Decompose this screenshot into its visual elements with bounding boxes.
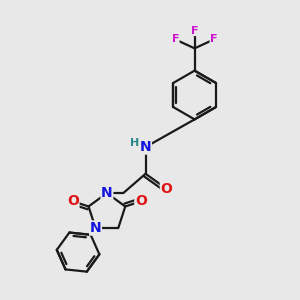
Text: N: N xyxy=(101,186,113,200)
Text: F: F xyxy=(191,26,198,35)
Text: H: H xyxy=(130,139,139,148)
Text: F: F xyxy=(172,34,179,44)
Text: N: N xyxy=(90,221,101,235)
Text: N: N xyxy=(140,140,152,154)
Text: O: O xyxy=(160,182,172,196)
Text: F: F xyxy=(210,34,218,44)
Text: O: O xyxy=(135,194,147,208)
Text: O: O xyxy=(67,194,79,208)
